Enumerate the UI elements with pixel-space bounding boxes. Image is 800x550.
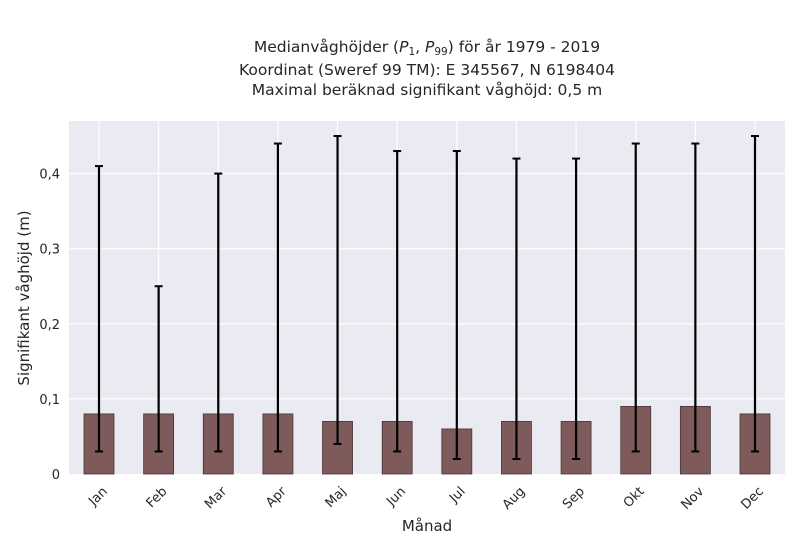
title-line-1: Medianvåghöjder (P1, P99) för år 1979 - … [254, 38, 600, 58]
error-bar-jan [95, 165, 103, 453]
title-p1-sub: 1 [408, 46, 415, 58]
y-tick-label: 0,1 [39, 393, 60, 408]
error-bar-feb [154, 285, 163, 453]
x-tick-label: Maj [323, 484, 350, 511]
x-tick-label: Jan [85, 484, 110, 509]
plot-area [69, 121, 785, 474]
y-axis-ticks: 0 0,1 0,2 0,3 0,4 [39, 168, 60, 483]
title-line-2: Koordinat (Sweref 99 TM): E 345567, N 61… [239, 61, 615, 79]
error-bar-okt [631, 142, 640, 453]
title-p1: P [399, 38, 409, 56]
error-bar-nov [691, 142, 700, 453]
title-line-1-pre: Medianvåghöjder ( [254, 38, 399, 56]
title-p2: P [425, 38, 435, 56]
x-tick-label: Mar [202, 484, 230, 512]
x-tick-label: Feb [144, 484, 171, 511]
title-p2-sub: 99 [434, 46, 447, 58]
title-line-1-post: ) för år 1979 - 2019 [448, 38, 600, 56]
x-axis-ticks: Jan Feb Mar Apr Maj Jun Jul Aug Sep Okt Nov Dec [85, 484, 766, 513]
x-tick-label: Aug [500, 484, 529, 513]
error-bars [95, 135, 759, 460]
x-tick-label: Apr [263, 484, 290, 511]
chart-title: Medianvåghöjder (P1, P99) för år 1979 - … [239, 38, 615, 99]
error-bar-aug [512, 157, 521, 460]
y-tick-label: 0,4 [39, 168, 60, 183]
x-tick-label: Nov [679, 484, 708, 513]
x-tick-label: Jun [383, 484, 409, 510]
x-tick-label: Jul [446, 484, 468, 506]
x-tick-label: Dec [738, 484, 766, 512]
title-sep: , [415, 38, 425, 56]
x-tick-label: Okt [621, 484, 648, 511]
y-tick-label: 0,3 [39, 243, 60, 258]
error-bar-mar [214, 172, 223, 453]
error-bar-sep [572, 157, 581, 460]
y-tick-label: 0 [52, 468, 60, 483]
y-tick-label: 0,2 [39, 318, 60, 333]
error-bar-apr [273, 142, 282, 453]
x-tick-label: Sep [560, 484, 588, 512]
error-bar-maj [333, 135, 342, 445]
y-axis-label: Signifikant våghöjd (m) [15, 210, 33, 385]
error-bar-jun [393, 150, 402, 453]
error-bar-dec [751, 135, 759, 453]
title-line-3: Maximal beräknad signifikant våghöjd: 0,… [252, 81, 602, 99]
error-bar-jul [452, 150, 461, 460]
x-axis-label: Månad [402, 517, 452, 535]
